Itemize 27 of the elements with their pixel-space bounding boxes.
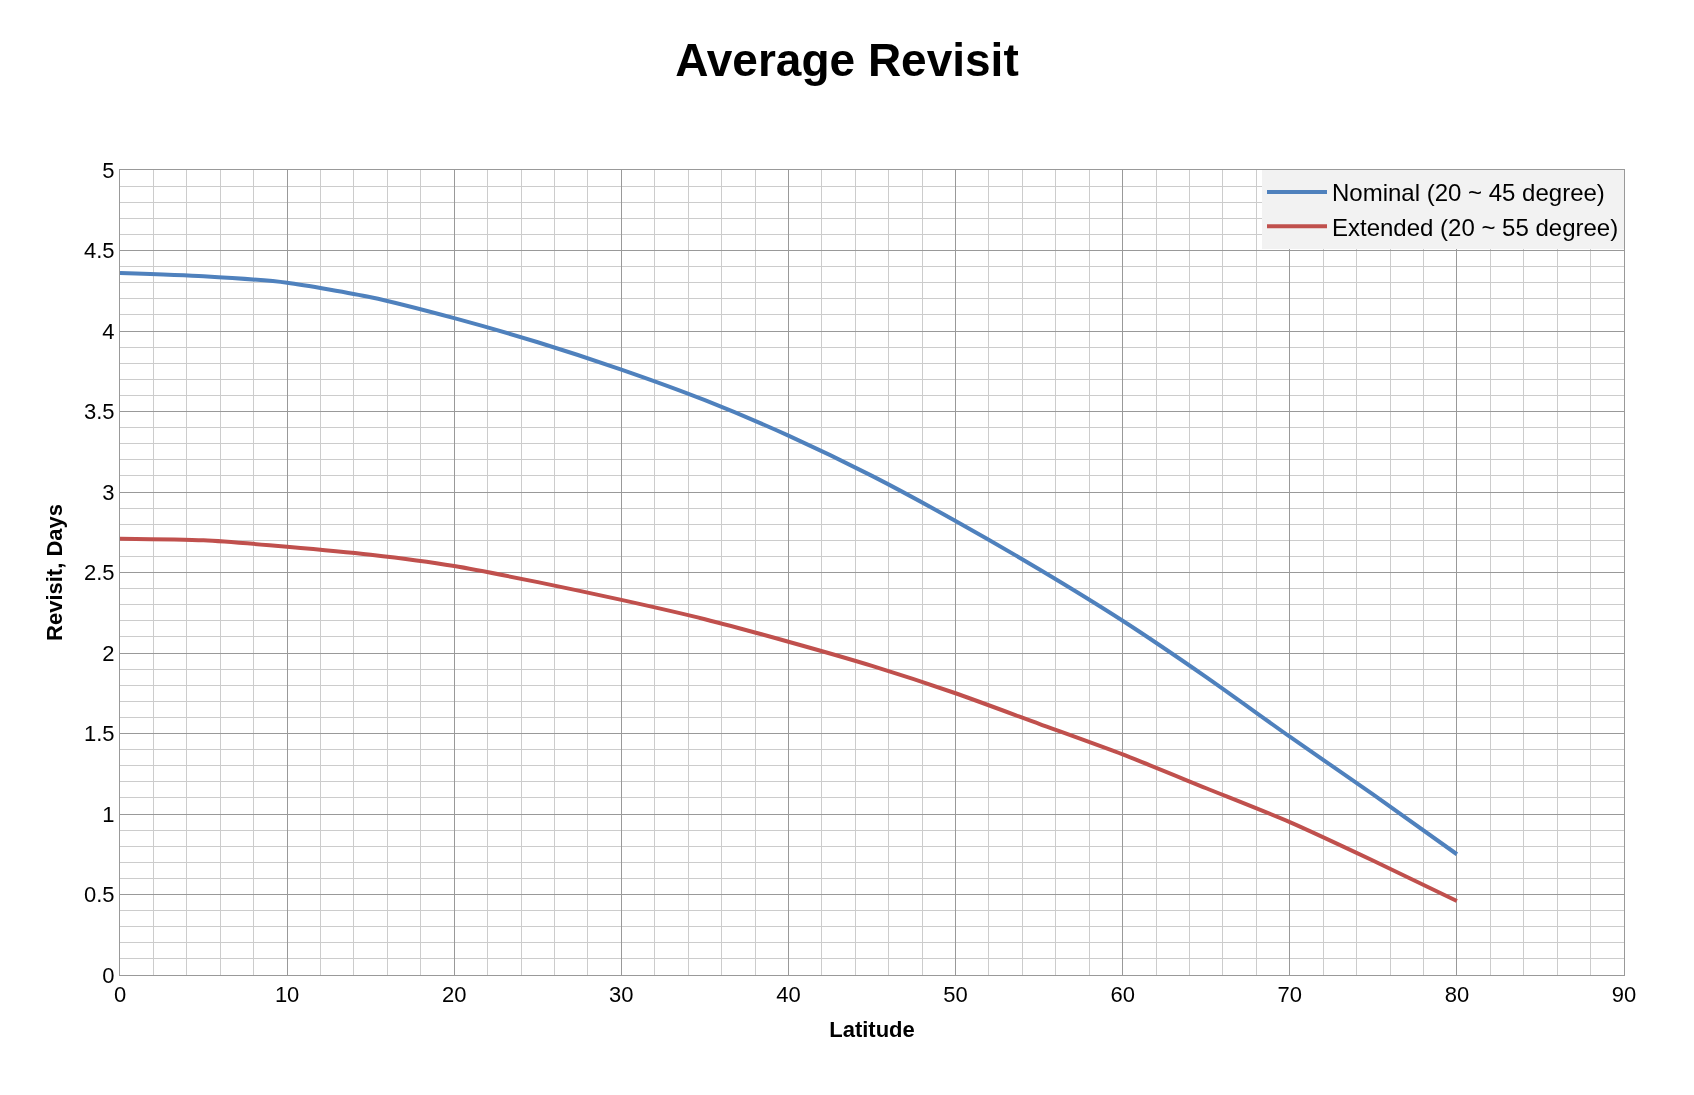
x-tick-label: 10: [274, 982, 300, 1008]
y-tick-label: 0: [102, 962, 115, 988]
x-tick-label: 50: [943, 982, 968, 1008]
y-tick-label: 0.5: [84, 882, 115, 908]
x-axis-title: Latitude: [829, 1017, 915, 1043]
y-tick-label: 1.5: [84, 721, 115, 747]
line-series: [120, 271, 1459, 857]
line-series: [120, 536, 1459, 903]
legend-label: Nominal (20 ~ 45 degree): [1332, 179, 1605, 207]
y-axis-title: Revisit, Days: [41, 504, 67, 641]
y-tick-label: 3.5: [84, 399, 115, 425]
x-tick-label: 30: [609, 982, 634, 1008]
x-tick-label: 80: [1444, 982, 1470, 1008]
x-tick-label: 70: [1277, 982, 1303, 1008]
y-tick-label: 2: [102, 640, 115, 666]
y-tick-label: 4.5: [84, 238, 115, 264]
x-tick-label: 90: [1611, 982, 1637, 1008]
x-tick-label: 40: [776, 982, 801, 1008]
chart-title: Average Revisit: [675, 34, 1019, 86]
legend-label: Extended (20 ~ 55 degree): [1332, 213, 1619, 241]
x-tick-label: 60: [1110, 982, 1135, 1008]
y-tick-label: 4: [102, 318, 115, 344]
y-tick-label: 2.5: [84, 560, 115, 586]
y-tick-label: 3: [102, 479, 115, 505]
y-tick-label: 1: [102, 801, 115, 827]
x-tick-label: 20: [441, 982, 467, 1008]
y-tick-label: 5: [102, 157, 115, 183]
